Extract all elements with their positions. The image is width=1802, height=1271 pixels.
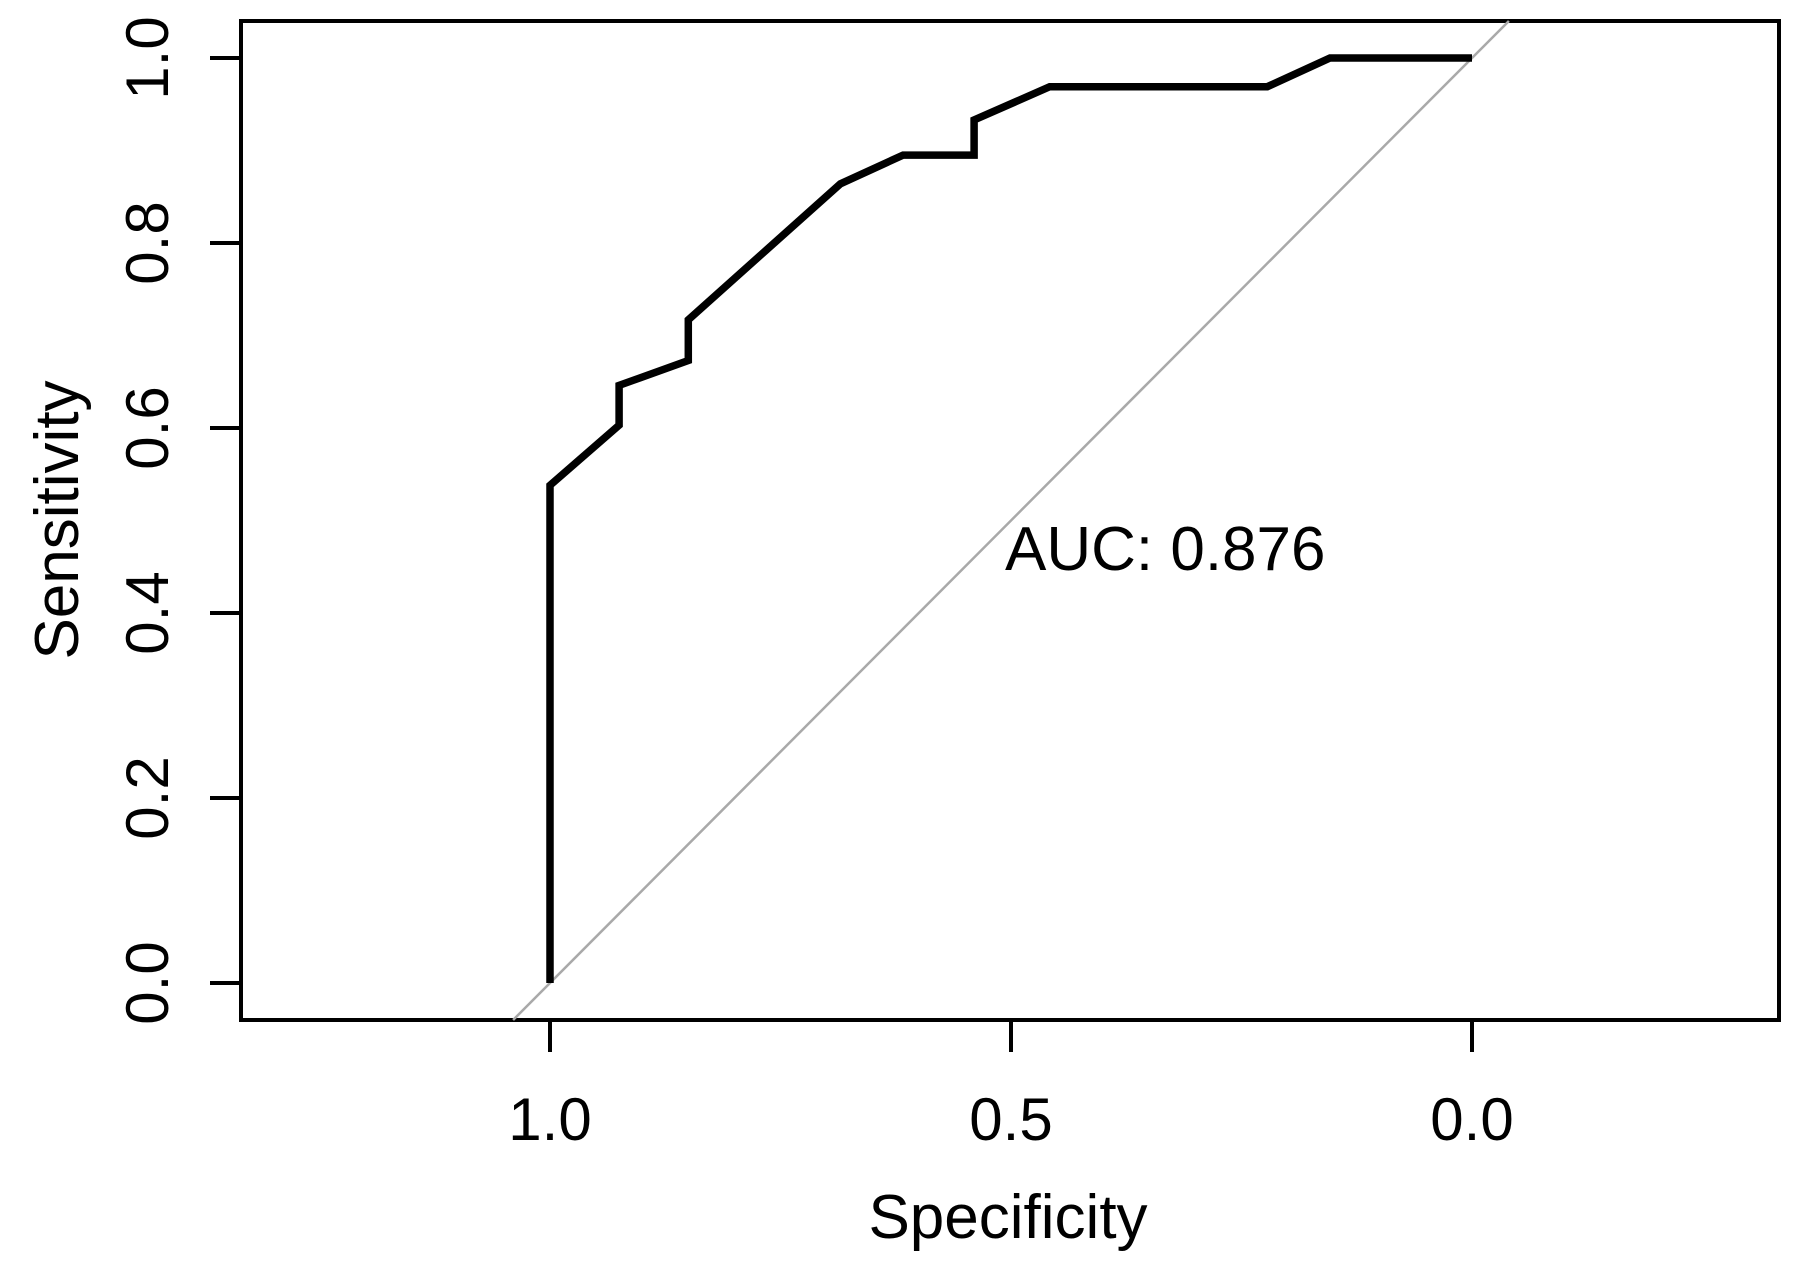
y-tick-label-0.0: 0.0 [114, 941, 181, 1024]
y-tick-label-0.2: 0.2 [114, 756, 181, 839]
chance-diagonal-line [512, 20, 1510, 1021]
x-tick-label-0.5: 0.5 [969, 1086, 1052, 1153]
auc-annotation: AUC: 0.876 [1005, 515, 1326, 584]
y-tick-label-1.0: 1.0 [114, 16, 181, 99]
x-tick-label-1.0: 1.0 [508, 1086, 591, 1153]
y-tick-label-0.4: 0.4 [114, 571, 181, 654]
x-axis-ticks: 1.0 0.5 0.0 [508, 1020, 1514, 1153]
y-tick-label-0.8: 0.8 [114, 201, 181, 284]
roc-curve [546, 54, 1472, 983]
x-axis-title: Specificity [868, 1183, 1147, 1252]
y-tick-label-0.6: 0.6 [114, 386, 181, 469]
y-axis-ticks: 0.0 0.2 0.4 0.6 0.8 1.0 [114, 16, 241, 1025]
x-tick-label-0.0: 0.0 [1430, 1086, 1513, 1153]
y-axis-title: Sensitivity [23, 380, 92, 659]
